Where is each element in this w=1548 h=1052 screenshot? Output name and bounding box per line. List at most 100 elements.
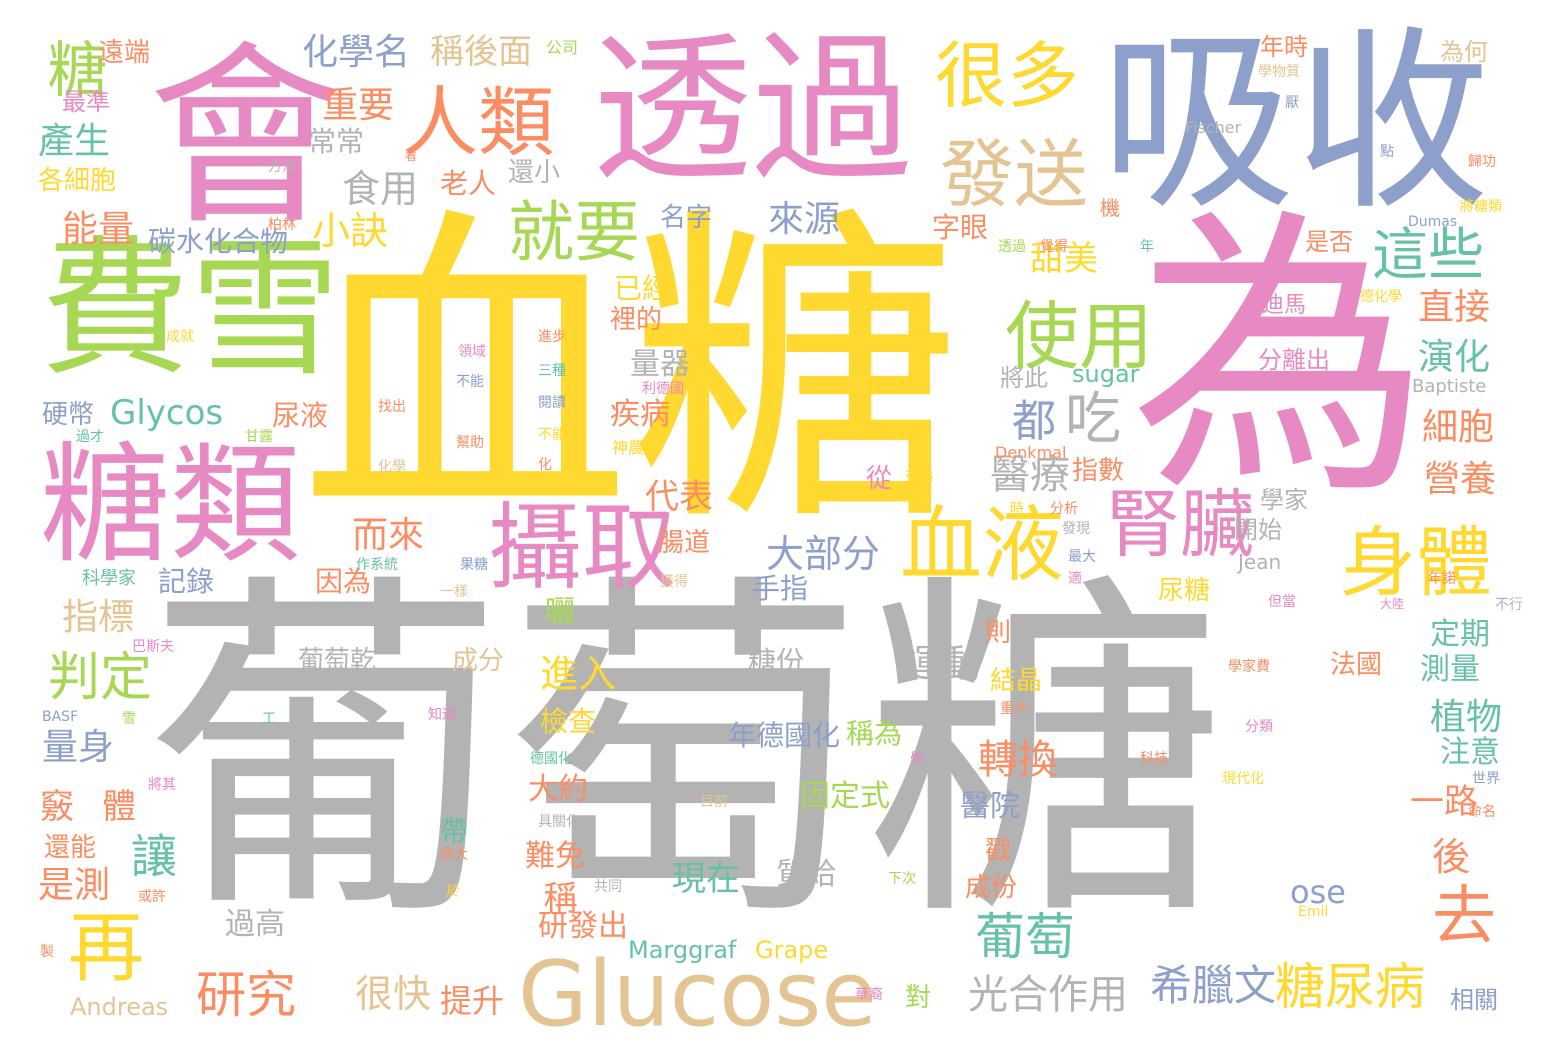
- word-raisin: 葡萄乾: [298, 646, 377, 676]
- word-fructose: 果糖: [460, 557, 488, 573]
- word-chinese-descent: 華裔: [855, 987, 883, 1003]
- word-this: 將此: [1000, 364, 1048, 392]
- word-measure-body: 量身: [42, 727, 115, 768]
- word-human: 人類: [402, 78, 554, 167]
- word-fixed: 固定式: [800, 779, 890, 814]
- word-time: 時: [1010, 501, 1024, 517]
- word-know: 知道: [428, 707, 456, 723]
- word-determine: 判定: [48, 648, 153, 708]
- word-grape-en: Grape: [755, 936, 829, 964]
- word-grape: 葡萄: [975, 908, 1075, 966]
- word-suitable: 適: [1068, 571, 1082, 587]
- word-remote: 遠端: [98, 38, 151, 68]
- word-analysis: 分析: [1050, 501, 1078, 517]
- word-blood: 血液: [900, 498, 1065, 593]
- word-go: 去: [1432, 880, 1496, 954]
- word-toward: 對: [905, 983, 932, 1013]
- word-unavoidable: 難免: [525, 839, 585, 874]
- word-together: 共同: [594, 879, 622, 895]
- word-intake: 攝取: [488, 494, 677, 603]
- word-developed: 研發出: [538, 909, 628, 944]
- word-a-bit: 有點: [905, 469, 933, 485]
- word-kidney: 腎臟: [1106, 482, 1254, 568]
- word-denkmal: Denkmal: [995, 443, 1067, 462]
- word-scientist2: 科學家: [82, 568, 136, 589]
- word-direct: 直接: [1418, 287, 1491, 328]
- word-world: 世界: [1472, 771, 1500, 787]
- word-dumas-en: Dumas: [1408, 214, 1458, 230]
- word-ose: ose: [1290, 873, 1346, 911]
- word-separated: 分離出: [1258, 346, 1330, 374]
- word-scientist-fei: 學家費: [1228, 659, 1270, 675]
- word-credit: 歸功: [1468, 154, 1496, 170]
- word-hospital: 醫院: [960, 789, 1020, 824]
- word-inside: 裡的: [610, 305, 663, 335]
- word-use: 使用: [1005, 294, 1153, 380]
- word-increase: 提升: [440, 982, 505, 1020]
- word-sugar-en: sugar: [1072, 360, 1140, 388]
- word-make: 製: [40, 944, 54, 960]
- word-most-accurate: 最準: [62, 88, 110, 116]
- word-then: 則: [985, 618, 1012, 648]
- word-blood-sugar: 血糖: [300, 181, 960, 565]
- word-berlin: 柏林: [268, 217, 296, 233]
- word-majority: 大部分: [766, 532, 881, 576]
- word-ingredient: 成分: [452, 646, 505, 676]
- word-from: 從: [866, 464, 893, 494]
- word-andreas: Andreas: [70, 993, 169, 1021]
- word-chem-name: 化學名: [302, 32, 411, 73]
- word-operating-system: 作系統: [356, 557, 398, 573]
- word-approx: 大約: [528, 772, 588, 807]
- word-tip: 小訣: [312, 209, 389, 253]
- word-related: 相關: [1450, 986, 1498, 1014]
- word-through: 透過: [592, 16, 913, 203]
- word-give: 質給: [776, 857, 836, 892]
- word-at: 於: [446, 884, 460, 900]
- word-substance: 學物質: [1258, 64, 1300, 80]
- word-often: 常常: [308, 125, 365, 158]
- word-source: 來源: [768, 199, 841, 240]
- word-regular: 定期: [1430, 617, 1490, 652]
- word-major: 重大: [1000, 701, 1028, 717]
- word-same: 一樣: [440, 584, 468, 600]
- word-send: 發送: [940, 132, 1088, 218]
- word-feel: 覺得: [1040, 239, 1068, 255]
- word-hua: 化: [538, 457, 552, 473]
- word-currently: 目前: [700, 794, 728, 810]
- word-diabetes: 糖尿病: [1275, 958, 1425, 1016]
- word-help: 幫助: [456, 435, 484, 451]
- word-now: 現在: [672, 859, 740, 899]
- word-chemistry: 化學: [378, 459, 406, 475]
- word-indicator: 指標: [62, 597, 135, 638]
- word-energy: 能量: [62, 209, 135, 250]
- word-edible: 食用: [342, 167, 419, 211]
- word-body: 身體: [1340, 518, 1492, 607]
- word-sun: 曬: [545, 595, 575, 630]
- word-produce: 產生: [38, 121, 111, 162]
- word-comes-from: 而來: [352, 515, 425, 556]
- word-orifice: 竅: [40, 787, 74, 827]
- word-need: 就要: [508, 194, 640, 271]
- word-leibniz: 利德國: [642, 381, 684, 397]
- word-manna: 甘露: [245, 429, 273, 445]
- word-research: 研究: [196, 966, 296, 1024]
- word-largest: 最大: [1068, 549, 1096, 565]
- word-poke: 戳: [985, 836, 1012, 866]
- word-wei: 為: [1130, 185, 1430, 534]
- word-machine: 機: [1100, 196, 1120, 220]
- word-still-small: 還小: [508, 158, 561, 188]
- word-year-small: 年: [1140, 239, 1154, 255]
- word-nutrition: 營養: [1424, 459, 1497, 500]
- word-sweet: 甜美: [1030, 239, 1098, 279]
- word-perhaps: 或許: [138, 889, 166, 905]
- word-tang: 糖: [37, 38, 107, 98]
- word-marggraf: Marggraf: [628, 936, 737, 964]
- word-why: 為何: [1440, 38, 1488, 66]
- word-field: 領域: [458, 344, 486, 360]
- word-after: 後: [1432, 835, 1471, 879]
- word-but-when: 但當: [1268, 594, 1296, 610]
- word-modernize: 現代化: [1222, 771, 1264, 787]
- word-urine-sugar: 尿糖: [1158, 576, 1211, 606]
- word-chem-related: 具關化: [538, 814, 580, 830]
